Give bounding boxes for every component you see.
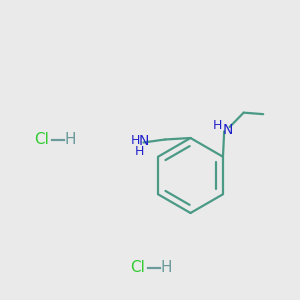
Text: H: H bbox=[213, 119, 222, 132]
Text: Cl: Cl bbox=[34, 132, 50, 147]
Text: H: H bbox=[134, 145, 144, 158]
Text: N: N bbox=[138, 134, 148, 148]
Text: N: N bbox=[223, 123, 233, 137]
Text: H: H bbox=[131, 134, 140, 148]
Text: H: H bbox=[160, 260, 172, 275]
Text: Cl: Cl bbox=[130, 260, 146, 275]
Text: H: H bbox=[64, 132, 76, 147]
